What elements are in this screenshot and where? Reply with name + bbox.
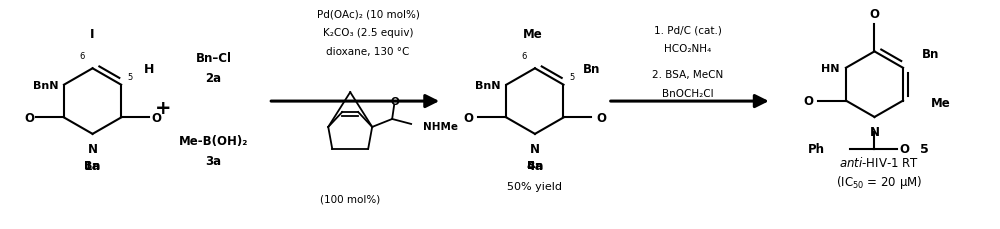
Text: Bn: Bn	[84, 160, 101, 170]
Text: H: H	[144, 63, 154, 76]
Text: Bn: Bn	[527, 160, 543, 170]
Text: +: +	[155, 98, 172, 117]
Text: BnOCH₂Cl: BnOCH₂Cl	[662, 89, 714, 99]
Text: $\it{anti}$-HIV-1 RT: $\it{anti}$-HIV-1 RT	[839, 155, 919, 169]
Text: 5: 5	[569, 72, 575, 81]
Text: N: N	[88, 142, 98, 155]
Text: 50% yield: 50% yield	[507, 181, 562, 191]
Text: 2. BSA, MeCN: 2. BSA, MeCN	[652, 70, 723, 80]
Text: 5: 5	[127, 72, 132, 81]
Text: BnN: BnN	[475, 80, 500, 90]
Text: Bn: Bn	[922, 48, 940, 61]
Text: I: I	[90, 28, 95, 41]
Text: O: O	[151, 112, 161, 124]
Text: Pd(OAc)₂ (10 mol%): Pd(OAc)₂ (10 mol%)	[317, 10, 420, 19]
Text: O: O	[899, 143, 909, 156]
Text: 6: 6	[79, 52, 85, 61]
Text: N: N	[869, 125, 879, 138]
Text: 4a: 4a	[526, 159, 544, 172]
Text: 6: 6	[522, 52, 527, 61]
Text: Ph: Ph	[808, 143, 825, 156]
Text: (IC$_{50}$ = 20 μM): (IC$_{50}$ = 20 μM)	[836, 173, 923, 190]
Text: BnN: BnN	[33, 80, 58, 90]
Text: NHMe: NHMe	[423, 121, 458, 131]
Text: Me-B(OH)₂: Me-B(OH)₂	[179, 135, 248, 148]
Text: 1a: 1a	[84, 159, 101, 172]
Text: O: O	[463, 112, 473, 124]
Text: dioxane, 130 °C: dioxane, 130 °C	[326, 47, 410, 57]
Text: O: O	[596, 112, 606, 124]
Text: 3a: 3a	[205, 155, 221, 167]
Text: HN: HN	[821, 63, 840, 74]
Text: 1. Pd/C (cat.): 1. Pd/C (cat.)	[654, 25, 722, 35]
Text: Bn: Bn	[583, 63, 600, 76]
Text: Me: Me	[523, 28, 543, 41]
Text: 5: 5	[920, 143, 929, 156]
Text: K₂CO₃ (2.5 equiv): K₂CO₃ (2.5 equiv)	[323, 28, 413, 38]
Text: Me: Me	[931, 97, 951, 110]
Text: HCO₂NH₄: HCO₂NH₄	[664, 44, 711, 54]
Text: O: O	[803, 95, 813, 108]
Text: O: O	[391, 97, 400, 106]
Text: N: N	[530, 142, 540, 155]
Text: O: O	[869, 8, 879, 21]
Text: Bn–Cl: Bn–Cl	[195, 52, 231, 65]
Text: (100 mol%): (100 mol%)	[320, 194, 380, 204]
Text: O: O	[24, 112, 34, 124]
Text: 2a: 2a	[205, 71, 221, 84]
